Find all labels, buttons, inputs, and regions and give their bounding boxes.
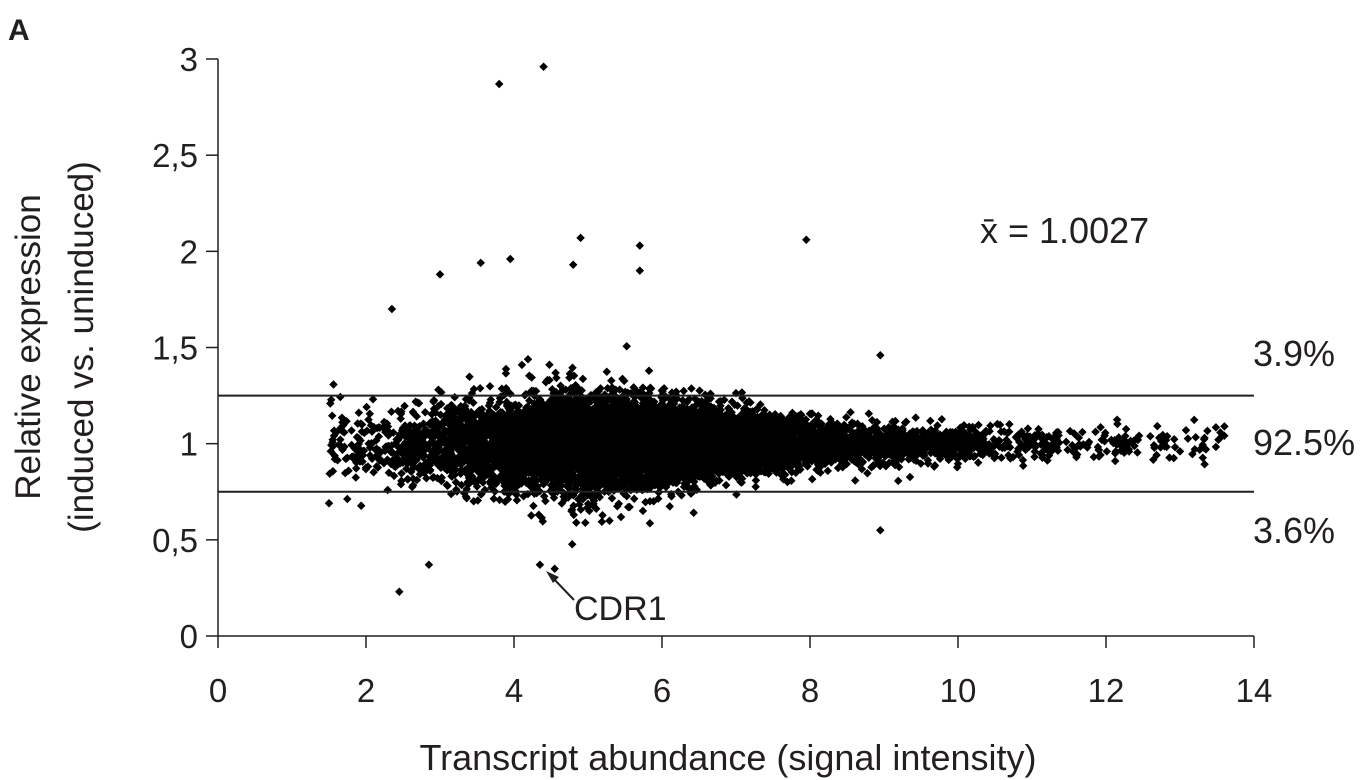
data-point (905, 472, 915, 482)
data-point (1110, 456, 1120, 466)
data-point (1018, 461, 1028, 471)
data-point (485, 381, 495, 391)
data-point (1005, 419, 1014, 429)
data-point (1089, 452, 1099, 462)
data-point (336, 392, 345, 402)
data-point (807, 474, 817, 484)
data-point (567, 540, 577, 549)
data-point (387, 407, 396, 417)
data-point (597, 517, 607, 527)
data-point (581, 518, 590, 528)
data-point (1198, 453, 1208, 462)
data-point (986, 421, 995, 430)
data-point (517, 360, 527, 370)
data-point (351, 473, 361, 482)
data-point (561, 385, 571, 394)
data-point (356, 501, 366, 511)
data-point (679, 386, 688, 396)
data-point (351, 464, 361, 473)
data-point (602, 367, 612, 376)
data-point (751, 482, 760, 492)
data-point (383, 485, 392, 495)
data-points (324, 62, 1229, 597)
data-point (568, 363, 577, 372)
data-point (1133, 448, 1142, 457)
data-point (598, 510, 607, 520)
data-point (1146, 432, 1155, 441)
data-point (1068, 440, 1077, 450)
data-point (1018, 455, 1028, 465)
data-point (607, 376, 616, 385)
data-point (1061, 437, 1071, 447)
panel-label: A (8, 14, 30, 47)
data-point (616, 512, 626, 522)
data-point (352, 432, 362, 442)
data-point (1091, 427, 1100, 437)
data-point (1130, 441, 1139, 451)
data-point (411, 397, 420, 407)
data-point (665, 502, 675, 511)
data-point (396, 414, 405, 423)
data-point (863, 469, 872, 478)
data-point (605, 516, 614, 526)
data-point (641, 497, 650, 507)
data-point (362, 402, 371, 412)
data-point (1183, 434, 1193, 443)
data-point (1203, 426, 1212, 436)
data-point (1053, 446, 1063, 456)
data-point (523, 355, 533, 364)
data-point (354, 408, 364, 417)
data-point (695, 386, 704, 395)
data-point (545, 360, 554, 370)
data-point (343, 494, 352, 504)
data-point (638, 506, 648, 516)
data-point (489, 494, 499, 503)
data-point (420, 407, 430, 417)
data-point (937, 414, 947, 424)
